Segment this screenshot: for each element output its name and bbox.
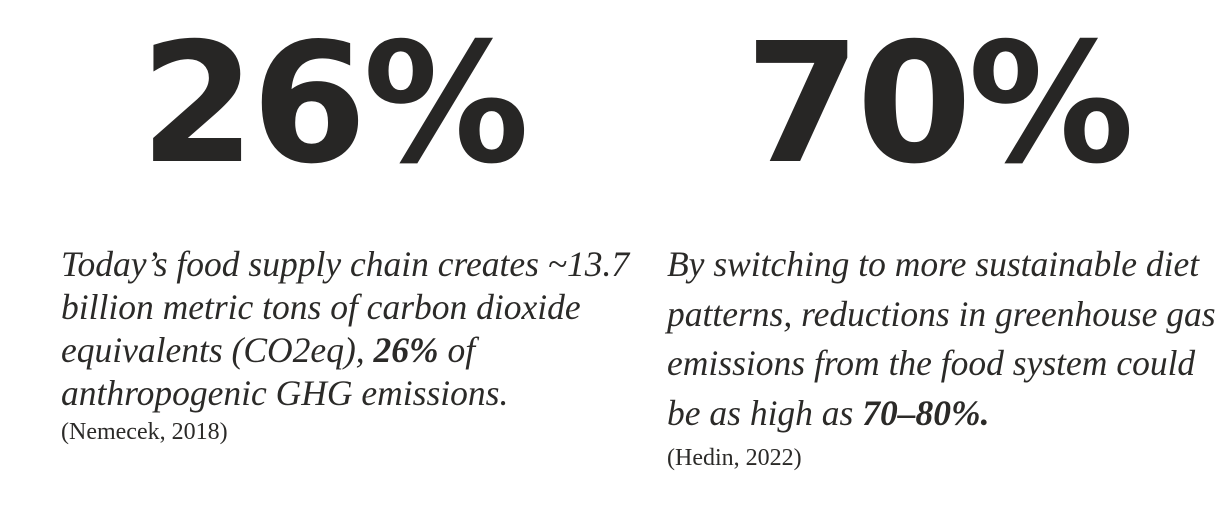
statement-highlight: 26%: [373, 330, 439, 370]
stat-number: 26%: [140, 8, 529, 201]
stat-statement: Today’s food supply chain creates ~13.7 …: [61, 243, 631, 415]
stat-number: 70%: [745, 8, 1134, 201]
citation: (Hedin, 2022): [667, 445, 802, 471]
statement-text: Today’s food supply chain creates ~13.7 …: [61, 244, 630, 370]
statement-text-end: of anthropogenic GHG emissions.: [61, 330, 509, 413]
statement-text: By switching to more sustainable diet pa…: [667, 244, 1216, 433]
statement-highlight: 70–80%.: [862, 392, 990, 433]
citation: (Nemecek, 2018): [61, 419, 228, 445]
stat-statement: By switching to more sustainable diet pa…: [667, 240, 1225, 438]
